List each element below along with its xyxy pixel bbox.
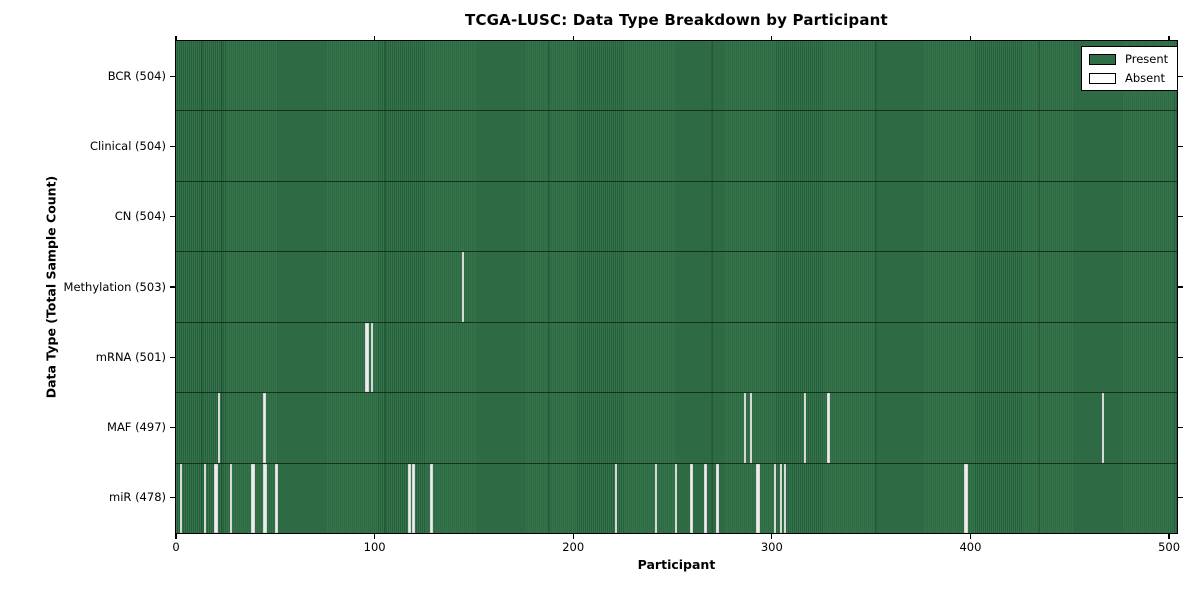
absent-gap xyxy=(803,393,806,463)
y-tick-mark-right xyxy=(1178,216,1183,218)
x-tick-label: 100 xyxy=(363,540,386,554)
absent-gap xyxy=(213,463,218,533)
legend-swatch-icon xyxy=(1089,53,1116,65)
y-tick-label-Methylation: Methylation (503) xyxy=(63,279,166,294)
x-tick-mark xyxy=(771,534,773,539)
y-tick-label-CN: CN (504) xyxy=(114,209,166,224)
row-miR xyxy=(176,463,1177,533)
y-tick-mark-left xyxy=(170,75,175,77)
legend: Present Absent xyxy=(1081,46,1179,91)
x-tick-mark-top xyxy=(1168,35,1170,40)
absent-gap xyxy=(964,463,969,533)
y-tick-mark-right xyxy=(1178,145,1183,148)
y-tick-mark-left xyxy=(170,497,175,499)
plot-area xyxy=(175,40,1178,534)
absent-gap xyxy=(229,463,233,533)
legend-entry-present: Present xyxy=(1089,52,1168,66)
row-BCR xyxy=(176,41,1177,112)
absent-gap xyxy=(783,463,787,533)
x-tick-label: 500 xyxy=(1158,540,1181,554)
absent-gap xyxy=(412,463,415,533)
y-tick-mark-left xyxy=(170,216,175,218)
absent-gap xyxy=(203,463,207,533)
absent-gap xyxy=(654,463,658,533)
absent-gap xyxy=(704,463,707,533)
x-tick-mark xyxy=(969,534,972,539)
absent-gap xyxy=(773,463,777,533)
x-tick-mark-top xyxy=(374,35,376,40)
y-tick-mark-right xyxy=(1178,286,1183,288)
absent-gap xyxy=(749,393,753,463)
heatmap-rows xyxy=(176,41,1177,533)
x-tick-mark xyxy=(1168,534,1170,539)
x-tick-mark xyxy=(374,534,376,539)
absent-gap xyxy=(364,322,369,393)
absent-gap xyxy=(779,463,783,533)
row-mRNA xyxy=(176,322,1177,394)
chart-title: TCGA-LUSC: Data Type Breakdown by Partic… xyxy=(465,11,888,29)
y-tick-label-BCR: BCR (504) xyxy=(107,68,166,83)
x-tick-mark-top xyxy=(175,35,177,40)
x-tick-mark-top xyxy=(572,35,574,40)
absent-gap xyxy=(755,463,760,533)
x-tick-label: 200 xyxy=(562,540,585,554)
legend-entry-absent: Absent xyxy=(1089,71,1168,85)
row-Clinical xyxy=(176,111,1177,182)
legend-label: Absent xyxy=(1125,71,1166,85)
absent-gap xyxy=(251,463,256,533)
y-tick-mark-right xyxy=(1178,497,1183,499)
absent-gap xyxy=(462,252,465,322)
y-tick-mark-left xyxy=(170,145,175,148)
absent-gap xyxy=(716,463,719,533)
y-tick-mark-right xyxy=(1178,356,1183,358)
absent-gap xyxy=(430,463,433,533)
absent-gap xyxy=(674,463,677,533)
y-tick-mark-right xyxy=(1178,426,1183,429)
absent-gap xyxy=(179,463,183,533)
x-axis-label: Participant xyxy=(637,557,716,572)
absent-gap xyxy=(263,393,266,463)
row-Methylation xyxy=(176,252,1177,323)
y-tick-mark-right xyxy=(1178,75,1183,77)
absent-gap xyxy=(275,463,278,533)
y-tick-mark-left xyxy=(170,286,175,288)
absent-gap xyxy=(263,463,268,533)
legend-label: Present xyxy=(1125,52,1169,66)
x-tick-label: 0 xyxy=(172,540,180,554)
absent-gap xyxy=(827,393,830,463)
y-tick-mark-left xyxy=(170,356,175,358)
y-tick-label-MAF: MAF (497) xyxy=(107,420,166,435)
x-tick-label: 400 xyxy=(959,540,982,554)
absent-gap xyxy=(408,463,411,533)
x-tick-mark xyxy=(572,534,574,539)
y-tick-label-Clinical: Clinical (504) xyxy=(89,138,166,153)
row-CN xyxy=(176,181,1177,253)
x-tick-mark-top xyxy=(771,35,773,40)
y-tick-mark-left xyxy=(170,426,175,429)
legend-swatch-icon xyxy=(1089,72,1116,84)
x-tick-mark-top xyxy=(969,35,972,40)
x-tick-mark xyxy=(175,534,177,539)
absent-gap xyxy=(744,393,747,463)
y-tick-label-mRNA: mRNA (501) xyxy=(95,349,166,364)
y-tick-label-miR: miR (478) xyxy=(109,490,166,505)
absent-gap xyxy=(1101,393,1104,463)
absent-gap xyxy=(614,463,618,533)
x-tick-label: 300 xyxy=(760,540,783,554)
absent-gap xyxy=(370,322,374,393)
absent-gap xyxy=(217,393,221,463)
row-MAF xyxy=(176,393,1177,464)
absent-gap xyxy=(690,463,693,533)
